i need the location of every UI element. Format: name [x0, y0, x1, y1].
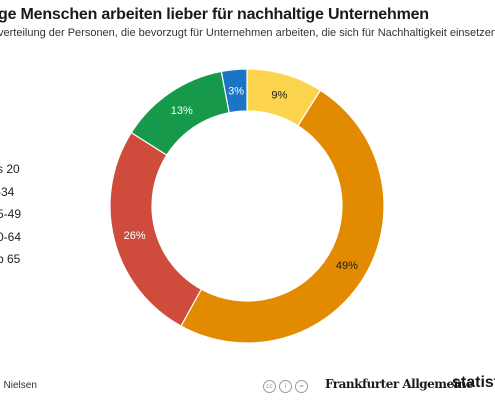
- slice-label: 26%: [124, 230, 146, 242]
- source-note: : Nielsen: [0, 380, 37, 391]
- slice-label: 49%: [336, 260, 358, 272]
- faz-logo: Frankfurter Allgemeine: [325, 377, 474, 391]
- legend-item: -34: [0, 184, 15, 199]
- legend-item: 0-64: [0, 229, 22, 244]
- donut-slice: [180, 89, 385, 344]
- license-icons: cc i =: [263, 380, 308, 393]
- legend-item: s 20: [0, 162, 20, 176]
- legend: s 20 -34 5-49 0-64 b 65: [0, 158, 21, 271]
- statista-logo: statist: [452, 374, 495, 391]
- slice-label: 3%: [228, 86, 244, 98]
- legend-item: b 65: [0, 252, 21, 266]
- slice-label: 9%: [271, 90, 287, 102]
- donut-slice: [220, 68, 248, 114]
- legend-item: 5-49: [0, 207, 22, 221]
- chart-title: ge Menschen arbeiten lieber für nachhalt…: [0, 6, 429, 23]
- equals-icon: =: [295, 380, 308, 393]
- cc-icon: cc: [263, 380, 276, 393]
- slice-label: 13%: [171, 105, 193, 117]
- chart-subtitle: verteilung der Personen, die bevorzugt f…: [0, 27, 495, 39]
- by-icon: i: [279, 380, 292, 393]
